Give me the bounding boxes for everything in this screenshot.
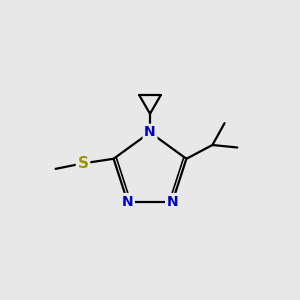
Text: N: N [122, 195, 133, 208]
Text: N: N [144, 125, 156, 139]
Text: N: N [167, 195, 178, 208]
Text: S: S [77, 156, 88, 171]
